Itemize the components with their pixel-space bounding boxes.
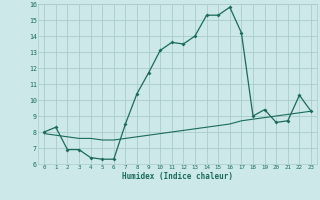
X-axis label: Humidex (Indice chaleur): Humidex (Indice chaleur) <box>122 172 233 181</box>
